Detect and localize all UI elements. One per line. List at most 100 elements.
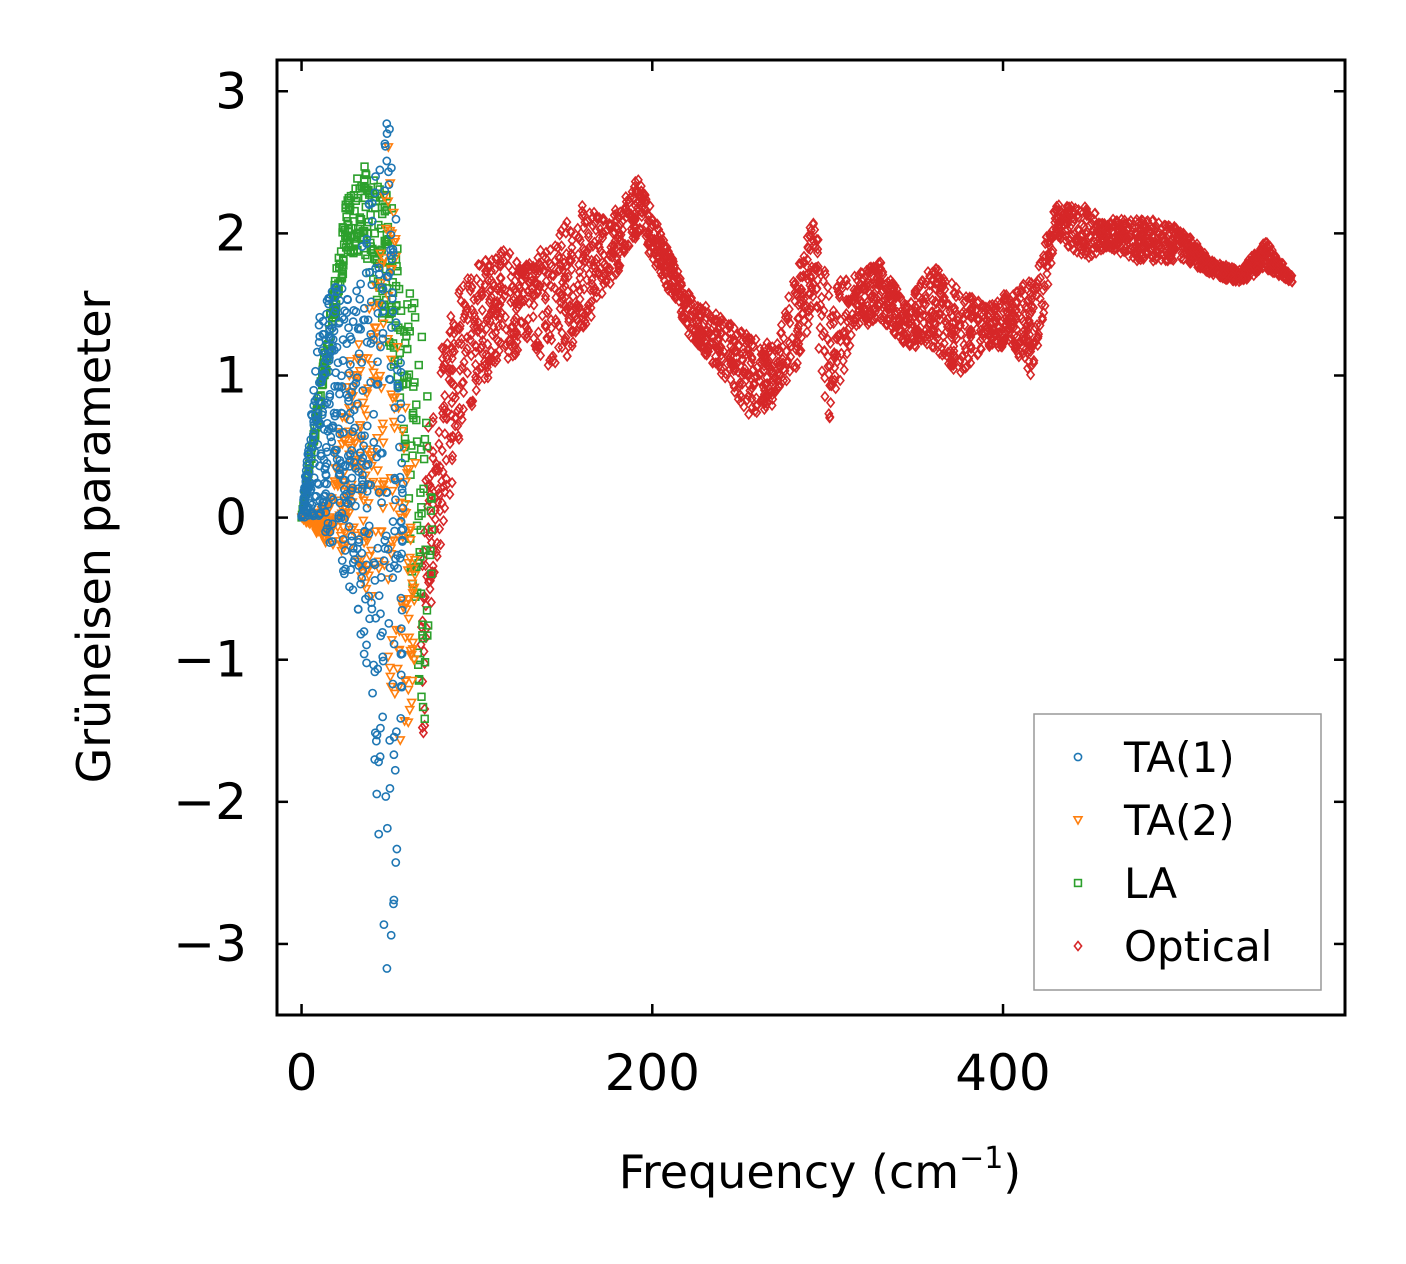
point-ta-2 [354,366,366,377]
point-optical [819,304,829,317]
point-optical [805,243,816,256]
point-optical [1033,339,1043,352]
point-optical [522,332,532,344]
point-optical [1171,243,1181,255]
point-optical [447,390,458,403]
point-optical [720,331,731,344]
point-optical [573,232,583,244]
data-points [296,119,1297,973]
point-la [409,382,418,391]
point-optical [1178,237,1188,250]
point-optical [1208,257,1218,269]
point-optical [614,262,624,274]
point-optical [479,372,490,385]
point-ta-1 [347,387,357,397]
point-optical [1135,236,1145,249]
point-optical [583,227,594,240]
point-ta-1 [381,141,390,151]
point-ta-1 [366,480,376,490]
point-ta-2 [357,516,369,527]
point-optical [1146,237,1157,249]
point-optical [631,221,641,233]
point-optical [924,317,935,329]
point-optical [711,314,722,326]
point-optical [1270,266,1280,279]
point-optical [715,359,725,371]
point-optical [1006,312,1016,325]
point-optical [1125,242,1136,255]
point-ta-2 [396,599,408,610]
point-optical [558,264,568,276]
point-optical [1078,244,1088,257]
point-ta-1 [388,573,398,583]
point-optical [594,241,604,254]
point-optical [849,293,859,306]
point-optical [554,250,564,262]
point-optical [474,374,484,387]
point-ta-1 [345,408,355,418]
point-optical [1139,227,1149,240]
point-optical [669,275,679,287]
point-optical [802,300,812,313]
point-optical [784,291,794,303]
point-ta-1 [378,334,388,344]
point-optical [823,360,833,373]
point-optical [792,289,802,302]
point-optical [981,303,992,315]
point-optical [693,300,703,313]
point-optical [779,332,789,344]
point-ta-1 [362,640,371,650]
point-optical [828,310,838,323]
point-optical [417,615,428,627]
point-optical [500,284,510,296]
point-ta-2 [409,459,421,469]
point-optical [503,352,513,365]
point-optical [767,360,777,373]
point-optical [1096,241,1106,254]
point-optical [862,312,872,325]
point-optical [426,596,436,609]
point-ta-1 [375,752,385,762]
point-optical [1130,227,1141,239]
point-ta-2 [360,584,372,595]
point-optical [463,272,473,285]
point-ta-1 [381,531,391,541]
point-optical [837,282,848,294]
point-optical [482,361,492,374]
point-optical [956,366,966,379]
point-optical [824,368,834,380]
point-optical [473,324,484,336]
point-optical [449,345,459,358]
point-optical [440,486,450,498]
point-ta-2 [400,676,412,686]
point-ta-2 [406,698,418,709]
point-ta-2 [396,426,408,437]
point-ta-1 [361,560,371,570]
point-optical [693,339,703,351]
point-optical [487,307,498,319]
point-optical [1229,272,1239,285]
point-ta-1 [387,294,397,303]
point-optical [812,300,822,313]
point-optical [751,392,761,404]
point-optical [448,363,458,376]
point-optical [503,251,513,263]
point-optical [1123,221,1134,233]
point-la [410,378,419,387]
point-la [412,400,421,409]
point-ta-1 [353,604,363,614]
point-ta-1 [372,730,382,740]
y-axis-label: Grüneisen parameter [67,290,121,783]
point-optical [1082,214,1092,226]
point-optical [535,349,546,362]
point-optical [486,284,496,296]
point-optical [418,727,429,739]
point-optical [752,406,762,419]
point-optical [1011,310,1021,323]
point-optical [621,211,632,223]
point-optical [772,356,783,369]
point-ta-1 [391,727,401,737]
point-ta-2 [377,438,389,449]
point-optical [811,264,821,276]
